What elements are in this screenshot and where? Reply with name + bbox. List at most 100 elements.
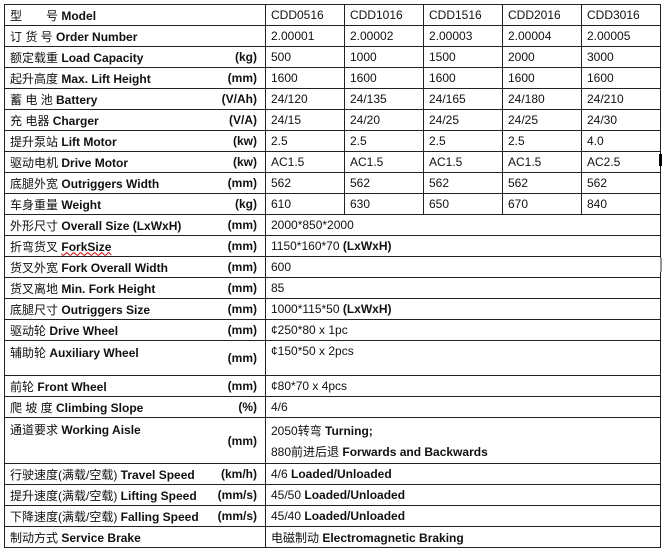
label-chinese: 底腿尺寸 bbox=[10, 302, 59, 317]
spec-row: 底腿尺寸 Outriggers Size (mm) 1000*115*50 (LxW… bbox=[4, 298, 661, 320]
label-unit: (mm) bbox=[227, 281, 257, 295]
label-chinese: 订 货 号 bbox=[10, 29, 53, 44]
label-english: Max. Lift Height bbox=[61, 71, 151, 86]
label-english: Charger bbox=[52, 113, 99, 128]
spec-value-cdd0516: CDD0516 bbox=[265, 4, 345, 26]
value-text: 1150*160*70 bbox=[271, 239, 343, 253]
spec-label: 行驶速度(满载/空载) Travel Speed (km/h) bbox=[4, 463, 266, 485]
value-text: 600 bbox=[271, 260, 292, 274]
spec-label: 辅助轮 Auxiliary Wheel (mm) bbox=[4, 340, 266, 376]
label-unit: (mm/s) bbox=[217, 509, 257, 523]
label-english: Fork Overall Width bbox=[61, 260, 168, 275]
spec-value-cdd2016: 2000 bbox=[502, 46, 582, 68]
spec-value-cdd1516: 650 bbox=[423, 193, 503, 215]
spec-row: 货叉外宽 Fork Overall Width (mm) 600 bbox=[4, 256, 661, 278]
spec-value-cdd3016: 840 bbox=[581, 193, 661, 215]
spec-row: 前轮 Front Wheel (mm) ¢80*70 x 4pcs bbox=[4, 375, 661, 397]
spec-label: 驱动电机 Drive Motor (kw) bbox=[4, 151, 266, 173]
spec-value-shared: 1000*115*50 (LxWxH) bbox=[265, 298, 661, 320]
value-text: 4/6 bbox=[271, 400, 288, 414]
spec-value-cdd1016: 24/135 bbox=[344, 88, 424, 110]
value-line: 4/6 bbox=[271, 400, 655, 414]
spec-label: 制动方式 Service Brake bbox=[4, 526, 266, 548]
label-chinese: 爬 坡 度 bbox=[10, 400, 53, 415]
label-chinese: 额定载重 bbox=[10, 50, 59, 65]
spec-label: 驱动轮 Drive Wheel (mm) bbox=[4, 319, 266, 341]
spec-value-cdd2016: CDD2016 bbox=[502, 4, 582, 26]
label-unit: (km/h) bbox=[221, 467, 257, 481]
label-unit: (mm) bbox=[227, 323, 257, 337]
label-chinese: 辅助轮 bbox=[10, 346, 47, 360]
spec-value-cdd3016: 3000 bbox=[581, 46, 661, 68]
spec-row: 提升泵站 Lift Motor (kw) 2.5 2.5 2.5 2.5 4.0 bbox=[4, 130, 661, 152]
spec-value-cdd3016: 2.00005 bbox=[581, 25, 661, 47]
label-english: Service Brake bbox=[61, 530, 141, 545]
label-chinese: 驱动电机 bbox=[10, 155, 59, 170]
label-chinese: 提升泵站 bbox=[10, 134, 59, 149]
spec-value-cdd1516: 562 bbox=[423, 172, 503, 194]
value-text: 2050转弯 bbox=[271, 424, 326, 438]
label-unit: (mm) bbox=[227, 218, 257, 232]
spec-value-cdd0516: 562 bbox=[265, 172, 345, 194]
spec-label: 折弯货叉 ForkSize (mm) bbox=[4, 235, 266, 257]
spec-row: 外形尺寸 Overall Size (LxWxH) (mm) 2000*850*20… bbox=[4, 214, 661, 236]
label-unit: (kw) bbox=[233, 134, 257, 148]
label-english: Weight bbox=[61, 197, 102, 212]
spec-value-shared: 2050转弯 Turning; 880前进后退 Forwards and Back… bbox=[265, 417, 661, 464]
spec-row: 充 电器 Charger (V/A) 24/15 24/20 24/25 24/25 24/… bbox=[4, 109, 661, 131]
spec-label: 充 电器 Charger (V/A) bbox=[4, 109, 266, 131]
spec-value-cdd1516: 2.5 bbox=[423, 130, 503, 152]
value-bold-text: Loaded/Unloaded bbox=[291, 467, 392, 481]
label-english: Model bbox=[61, 8, 97, 23]
label-unit: (mm) bbox=[227, 239, 257, 253]
label-english: Lift Motor bbox=[61, 134, 117, 149]
spec-label: 爬 坡 度 Climbing Slope (%) bbox=[4, 396, 266, 418]
table-resize-marker bbox=[659, 154, 662, 166]
spec-label: 货叉离地 Min. Fork Height (mm) bbox=[4, 277, 266, 299]
label-english: Climbing Slope bbox=[56, 400, 144, 415]
spec-value-cdd1016: 630 bbox=[344, 193, 424, 215]
spec-value-shared: 85 bbox=[265, 277, 661, 299]
value-text: ¢150*50 x 2pcs bbox=[271, 344, 354, 358]
value-text: ¢250*80 x 1pc bbox=[271, 323, 348, 337]
spec-row: 蓄 电 池 Battery (V/Ah) 24/120 24/135 24/165 24/… bbox=[4, 88, 661, 110]
scrollbar-fragment[interactable] bbox=[660, 258, 662, 272]
label-english: Front Wheel bbox=[37, 379, 107, 394]
spec-label: 底腿尺寸 Outriggers Size (mm) bbox=[4, 298, 266, 320]
spec-row: 货叉离地 Min. Fork Height (mm) 85 bbox=[4, 277, 661, 299]
spec-value-cdd1016: CDD1016 bbox=[344, 4, 424, 26]
label-unit: (kg) bbox=[235, 50, 257, 64]
label-english: Order Number bbox=[56, 29, 138, 44]
value-bold-text: Turning; bbox=[325, 424, 373, 438]
label-unit: (V/Ah) bbox=[221, 92, 257, 106]
value-bold-text: Loaded/Unloaded bbox=[304, 509, 406, 523]
spec-value-cdd0516: AC1.5 bbox=[265, 151, 345, 173]
spec-value-shared: 600 bbox=[265, 256, 661, 278]
label-english: Working Aisle bbox=[61, 423, 141, 437]
label-unit: (mm) bbox=[227, 379, 257, 393]
label-chinese: 货叉外宽 bbox=[10, 260, 59, 275]
spec-value-cdd0516: 2.00001 bbox=[265, 25, 345, 47]
spec-row: 折弯货叉 ForkSize (mm) 1150*160*70 (LxWxH) bbox=[4, 235, 661, 257]
spec-row: 通道要求 Working Aisle (mm) 2050转弯 Turning; 880… bbox=[4, 417, 661, 464]
label-chinese: 前轮 bbox=[10, 379, 35, 394]
label-chinese: 外形尺寸 bbox=[10, 218, 59, 233]
spec-value-cdd1516: AC1.5 bbox=[423, 151, 503, 173]
spec-label: 额定载重 Load Capacity (kg) bbox=[4, 46, 266, 68]
label-unit: (V/A) bbox=[229, 113, 257, 127]
spec-value-cdd3016: 24/30 bbox=[581, 109, 661, 131]
value-line: 45/40 Loaded/Unloaded bbox=[271, 509, 655, 523]
label-english: Load Capacity bbox=[61, 50, 144, 65]
value-text: ¢80*70 x 4pcs bbox=[271, 379, 348, 393]
label-english: Travel Speed bbox=[120, 467, 195, 482]
label-english: ForkSize bbox=[61, 239, 112, 254]
spec-row: 驱动轮 Drive Wheel (mm) ¢250*80 x 1pc bbox=[4, 319, 661, 341]
spec-label: 蓄 电 池 Battery (V/Ah) bbox=[4, 88, 266, 110]
spec-row: 额定载重 Load Capacity (kg) 500 1000 1500 2000 300… bbox=[4, 46, 661, 68]
label-chinese: 充 电器 bbox=[10, 113, 50, 128]
label-chinese: 提升速度(满载/空载) bbox=[10, 488, 118, 503]
label-english: Battery bbox=[56, 92, 98, 107]
spec-label: 型 号 Model bbox=[4, 4, 266, 26]
spec-value-cdd0516: 2.5 bbox=[265, 130, 345, 152]
spec-value-cdd1516: 24/165 bbox=[423, 88, 503, 110]
